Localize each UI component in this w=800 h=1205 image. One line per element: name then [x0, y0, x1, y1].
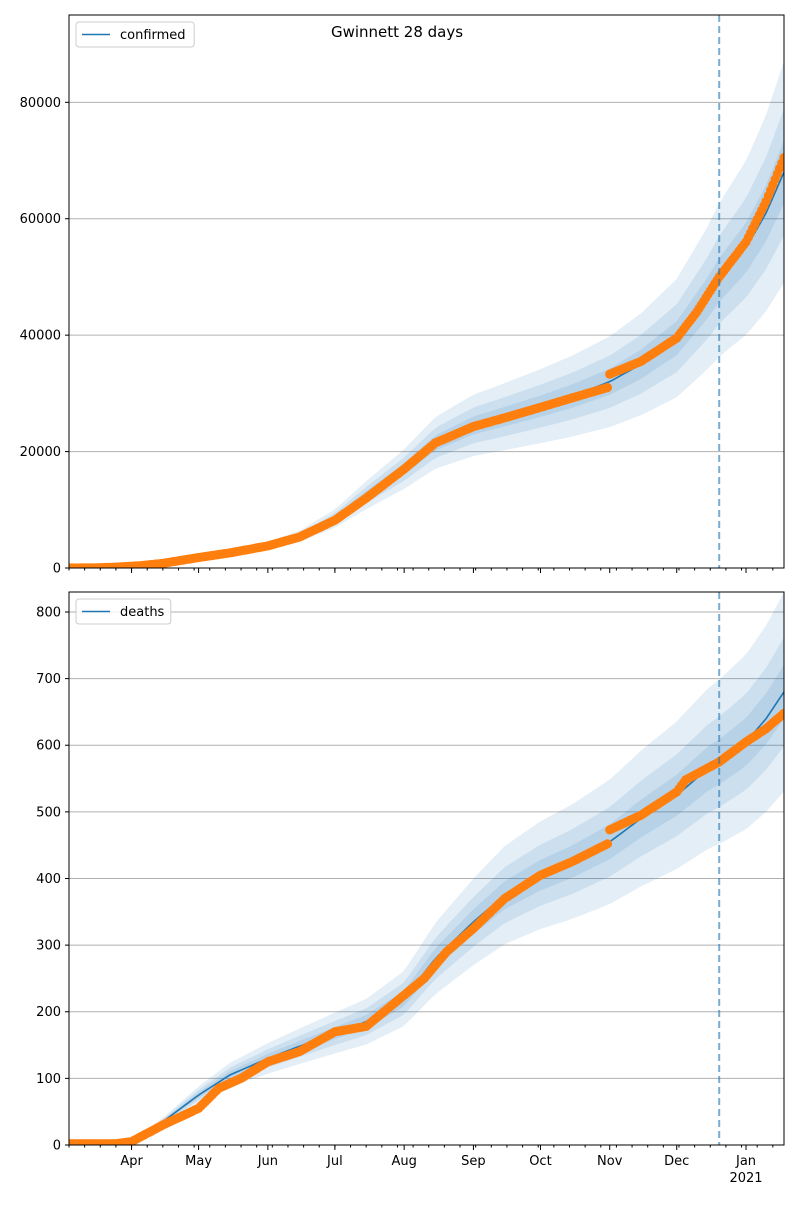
- x-tick-label: Oct: [529, 1154, 551, 1169]
- y-tick-label: 0: [53, 1139, 61, 1154]
- x-tick-label: Jan: [735, 1154, 756, 1169]
- y-tick-label: 500: [36, 805, 61, 820]
- legend-box: [75, 598, 172, 625]
- panel-confirmed: 0 20000 40000 60000 80000 confirmed: [20, 14, 785, 577]
- panels-layer: 0 20000 40000 60000 80000 confirmed 0 100 200 300…: [20, 14, 785, 1186]
- legend-label: confirmed: [120, 28, 186, 43]
- uncertainty-band-outer: [69, 61, 784, 568]
- x-tick-label: Jun: [257, 1154, 278, 1169]
- panel-deaths: 0 100 200 300 400 500 600 700 800 Apr May Jun Jul Aug…: [36, 591, 785, 1186]
- legend-confirmed: confirmed: [75, 21, 195, 48]
- uncertainty-band-middle: [69, 108, 784, 568]
- y-tick-label: 600: [36, 739, 61, 754]
- y-tick-label: 700: [36, 672, 61, 687]
- legend-deaths: deaths: [75, 598, 172, 625]
- plot-area: [69, 592, 784, 1145]
- y-tick-label: 200: [36, 1005, 61, 1020]
- axes-frame: [68, 14, 785, 569]
- y-tick-label: 800: [36, 605, 61, 620]
- x-tick-label: Jul: [326, 1154, 343, 1169]
- x-year-label: 2021: [729, 1171, 762, 1186]
- x-tick-label: Apr: [120, 1154, 143, 1169]
- x-tick-label: May: [185, 1154, 212, 1169]
- y-tick-label: 300: [36, 939, 61, 954]
- axes-frame: [68, 591, 785, 1146]
- legend-label: deaths: [120, 605, 165, 620]
- y-tick-label: 0: [53, 562, 61, 577]
- y-tick-label: 100: [36, 1072, 61, 1087]
- uncertainty-band-outer: [69, 592, 784, 1145]
- x-tick-label: Sep: [461, 1154, 486, 1169]
- y-tick-label: 80000: [20, 96, 61, 111]
- y-tick-label: 20000: [20, 445, 61, 460]
- y-tick-label: 400: [36, 872, 61, 887]
- observed-point: [779, 708, 784, 718]
- observed-point: [602, 839, 613, 849]
- uncertainty-band-inner: [69, 140, 784, 568]
- chart-title: Gwinnett 28 days: [331, 23, 463, 41]
- legend-box: [75, 21, 195, 48]
- uncertainty-band-middle: [69, 637, 784, 1145]
- y-tick-label: 60000: [20, 212, 61, 227]
- observed-point: [779, 153, 784, 163]
- x-tick-label: Aug: [391, 1154, 416, 1169]
- observed-point: [602, 382, 613, 393]
- x-tick-label: Dec: [664, 1154, 689, 1169]
- plot-area: [69, 61, 784, 568]
- y-tick-label: 40000: [20, 329, 61, 344]
- x-tick-label: Nov: [597, 1154, 623, 1169]
